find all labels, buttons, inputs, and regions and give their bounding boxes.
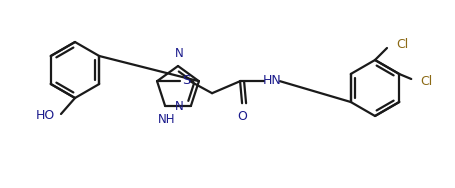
Text: S: S: [182, 74, 190, 87]
Text: HO: HO: [35, 109, 55, 123]
Text: HN: HN: [262, 74, 281, 87]
Text: O: O: [237, 110, 247, 123]
Text: Cl: Cl: [420, 76, 431, 89]
Text: Cl: Cl: [395, 39, 407, 52]
Text: N: N: [174, 47, 183, 60]
Text: N: N: [175, 100, 183, 113]
Text: NH: NH: [158, 113, 176, 126]
